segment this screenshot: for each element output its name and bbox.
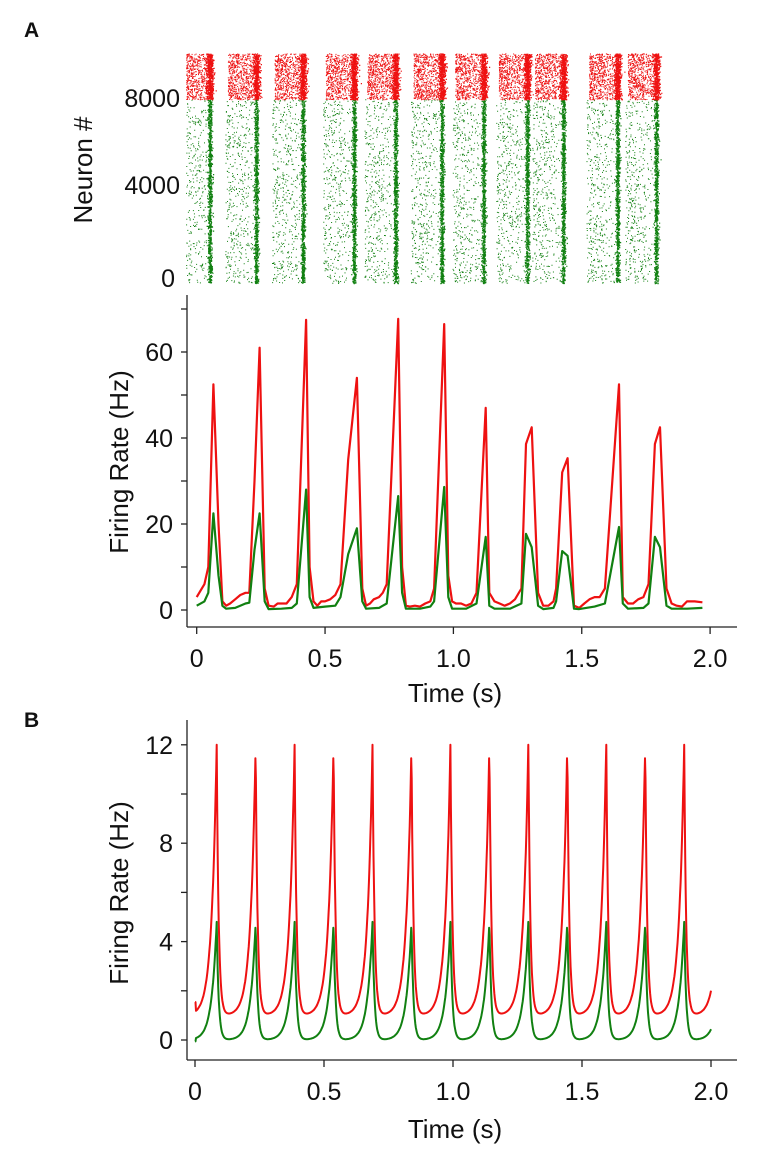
raster-burst-1-inhibitory — [186, 53, 217, 101]
firing-rate-a-xlabel: Time (s) — [408, 678, 502, 708]
raster-ytick-8000: 8000 — [124, 85, 180, 113]
y-tick-label: 4 — [159, 929, 173, 957]
raster-plot: 8000 4000 0 Neuron # — [68, 53, 663, 293]
y-tick-label: 40 — [145, 425, 173, 453]
raster-ytick-4000: 4000 — [124, 172, 180, 200]
raster-burst-7-excitatory — [452, 99, 488, 285]
panel-label-b: B — [24, 709, 39, 732]
x-tick-label: 1.5 — [565, 1078, 600, 1106]
y-tick-label: 60 — [145, 339, 173, 367]
excitatory-rate-line — [196, 485, 703, 611]
inhibitory-rate-line — [194, 743, 712, 1015]
firing-rate-b-xlabel: Time (s) — [408, 1114, 502, 1144]
x-tick-label: 0 — [188, 1078, 202, 1106]
raster-burst-6-inhibitory — [413, 53, 449, 101]
y-tick-label: 8 — [159, 830, 173, 858]
firing-rate-a-axes: 0 20 40 60 0 0.5 1.0 1.5 2.0 — [145, 295, 737, 673]
excitatory-rate-line — [194, 920, 712, 1043]
raster-burst-9-excitatory — [532, 99, 568, 285]
firing-rate-b-ylabel: Firing Rate (Hz) — [104, 801, 134, 984]
y-tick-label: 0 — [159, 597, 173, 625]
raster-burst-2-inhibitory — [227, 53, 263, 101]
firing-rate-b-lines — [194, 743, 712, 1043]
raster-burst-7-inhibitory — [455, 53, 491, 101]
raster-ytick-0: 0 — [161, 265, 175, 293]
x-tick-label: 2.0 — [694, 1078, 729, 1106]
raster-burst-6-excitatory — [410, 99, 446, 285]
firing-rate-a-lines — [195, 317, 703, 611]
raster-burst-11-inhibitory — [627, 53, 663, 101]
raster-burst-5-excitatory — [364, 99, 400, 285]
x-tick-label: 2.0 — [693, 645, 728, 673]
firing-rate-a-ylabel: Firing Rate (Hz) — [104, 370, 134, 553]
firing-rate-plot-a: 0 20 40 60 0 0.5 1.0 1.5 2.0 Firing Rate (Hz) Ti… — [104, 295, 737, 708]
raster-ylabel: Neuron # — [68, 116, 98, 223]
raster-burst-5-inhibitory — [367, 53, 402, 101]
raster-burst-1-excitatory — [186, 99, 215, 284]
raster-dots — [186, 53, 663, 285]
raster-burst-2-excitatory — [225, 99, 261, 285]
raster-burst-11-excitatory — [625, 99, 662, 285]
x-tick-label: 0.5 — [307, 1078, 342, 1106]
inhibitory-rate-line — [195, 317, 703, 609]
panel-label-a: A — [24, 19, 39, 42]
raster-burst-3-excitatory — [272, 99, 308, 284]
raster-burst-8-excitatory — [496, 99, 532, 284]
x-tick-label: 0.5 — [308, 645, 343, 673]
raster-burst-4-inhibitory — [325, 53, 362, 101]
y-tick-label: 0 — [159, 1027, 173, 1055]
x-tick-label: 1.0 — [436, 1078, 471, 1106]
firing-rate-b-axes: 0 4 8 12 0 0.5 1.0 1.5 2.0 — [145, 720, 737, 1106]
raster-burst-8-inhibitory — [498, 53, 534, 101]
x-tick-label: 0 — [190, 645, 204, 673]
x-tick-label: 1.5 — [564, 645, 599, 673]
x-tick-label: 1.0 — [436, 645, 471, 673]
raster-burst-10-excitatory — [586, 99, 622, 284]
raster-burst-10-inhibitory — [589, 53, 626, 101]
raster-burst-3-inhibitory — [274, 53, 310, 101]
firing-rate-plot-b: 0 4 8 12 0 0.5 1.0 1.5 2.0 Firing Rate (Hz) Time… — [104, 720, 737, 1144]
raster-burst-4-excitatory — [323, 99, 359, 285]
raster-burst-9-inhibitory — [534, 53, 570, 101]
y-tick-label: 12 — [145, 732, 173, 760]
y-tick-label: 20 — [145, 511, 173, 539]
